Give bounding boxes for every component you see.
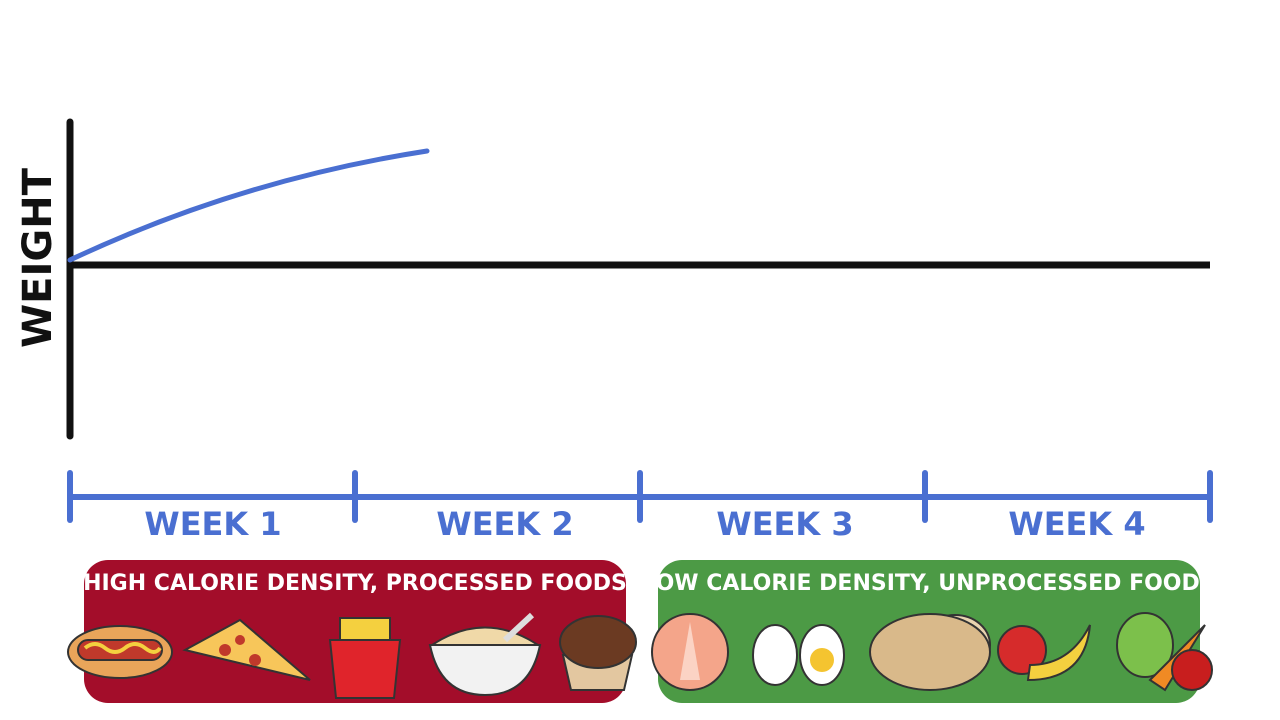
- y-axis-label: WEIGHT: [15, 167, 61, 348]
- week-label: WEEK 2: [436, 505, 573, 543]
- weight-curve: [67, 148, 430, 263]
- week-label: WEEK 3: [716, 505, 853, 543]
- panel-title: LOW CALORIE DENSITY, UNPROCESSED FOODS: [642, 571, 1215, 596]
- food-icons: [651, 612, 1213, 692]
- timeline: [67, 470, 1213, 523]
- food-icons: [67, 612, 637, 699]
- week-label: WEEK 1: [144, 505, 281, 543]
- panel-title: HIGH CALORIE DENSITY, PROCESSED FOODS: [83, 571, 627, 596]
- week-label: WEEK 4: [1008, 505, 1145, 543]
